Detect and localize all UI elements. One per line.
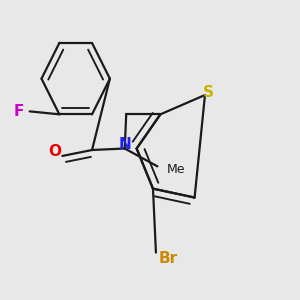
Text: S: S <box>202 85 214 100</box>
Text: O: O <box>48 144 62 159</box>
Text: Me: Me <box>166 163 185 176</box>
Text: N: N <box>118 137 131 152</box>
Text: Br: Br <box>158 251 177 266</box>
Text: F: F <box>14 104 24 119</box>
